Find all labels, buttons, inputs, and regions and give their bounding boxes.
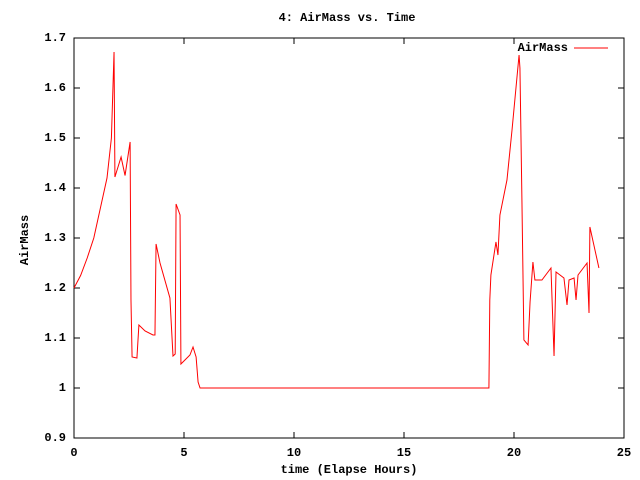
y-tick-label: 1.2 — [44, 281, 66, 295]
x-tick-label: 5 — [180, 446, 187, 460]
y-tick-label: 1 — [59, 381, 66, 395]
legend-label: AirMass — [518, 41, 568, 55]
y-tick-label: 1.5 — [44, 131, 66, 145]
chart-title: 4: AirMass vs. Time — [279, 11, 416, 25]
y-axis-label: AirMass — [18, 215, 32, 265]
y-tick-label: 1.1 — [44, 331, 66, 345]
x-tick-label: 20 — [507, 446, 521, 460]
y-tick-label: 1.3 — [44, 231, 66, 245]
x-tick-label: 15 — [397, 446, 411, 460]
x-axis-label: time (Elapse Hours) — [281, 463, 418, 477]
y-tick-label: 0.9 — [44, 431, 66, 445]
x-tick-label: 0 — [70, 446, 77, 460]
plot-border — [73, 37, 625, 439]
y-tick-label: 1.7 — [44, 31, 66, 45]
x-tick-label: 25 — [617, 446, 631, 460]
y-tick-label: 1.4 — [44, 181, 66, 195]
x-tick-label: 10 — [287, 446, 301, 460]
y-tick-label: 1.6 — [44, 81, 66, 95]
data-line — [73, 51, 600, 389]
